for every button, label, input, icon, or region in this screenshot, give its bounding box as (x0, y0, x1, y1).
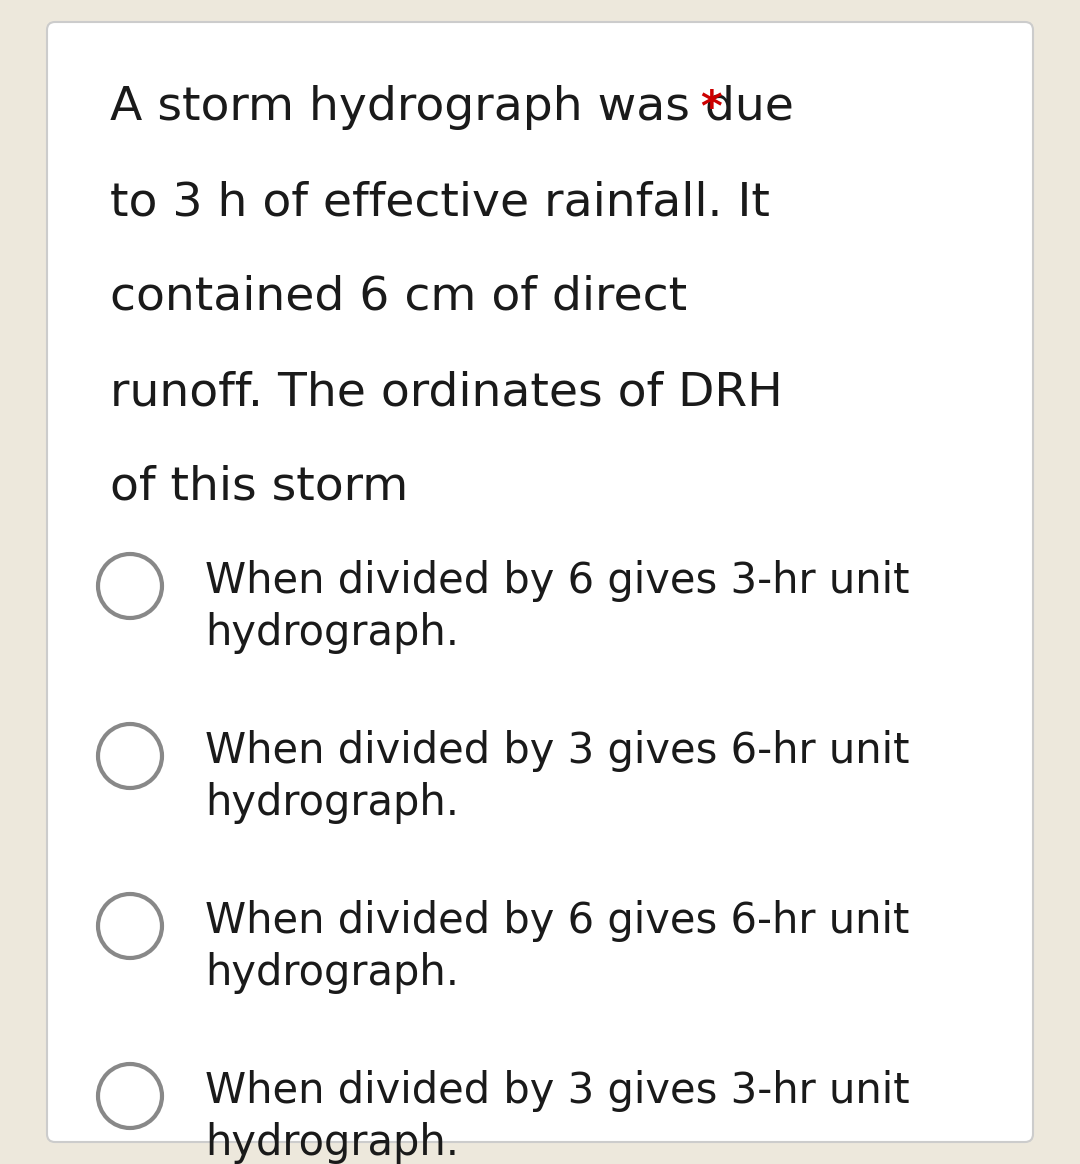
Text: When divided by 3 gives 3-hr unit: When divided by 3 gives 3-hr unit (205, 1070, 909, 1112)
Text: contained 6 cm of direct: contained 6 cm of direct (110, 275, 687, 320)
Text: A storm hydrograph was due: A storm hydrograph was due (110, 85, 794, 130)
Text: hydrograph.: hydrograph. (205, 1122, 459, 1164)
FancyBboxPatch shape (48, 22, 1032, 1142)
Text: *: * (700, 88, 721, 130)
Text: When divided by 6 gives 3-hr unit: When divided by 6 gives 3-hr unit (205, 560, 909, 602)
Text: When divided by 3 gives 6-hr unit: When divided by 3 gives 6-hr unit (205, 730, 909, 772)
Text: hydrograph.: hydrograph. (205, 952, 459, 994)
Text: hydrograph.: hydrograph. (205, 782, 459, 824)
Text: of this storm: of this storm (110, 464, 408, 510)
Text: hydrograph.: hydrograph. (205, 612, 459, 654)
Text: When divided by 6 gives 6-hr unit: When divided by 6 gives 6-hr unit (205, 900, 909, 942)
Text: to 3 h of effective rainfall. It: to 3 h of effective rainfall. It (110, 180, 770, 225)
Text: runoff. The ordinates of DRH: runoff. The ordinates of DRH (110, 370, 783, 416)
